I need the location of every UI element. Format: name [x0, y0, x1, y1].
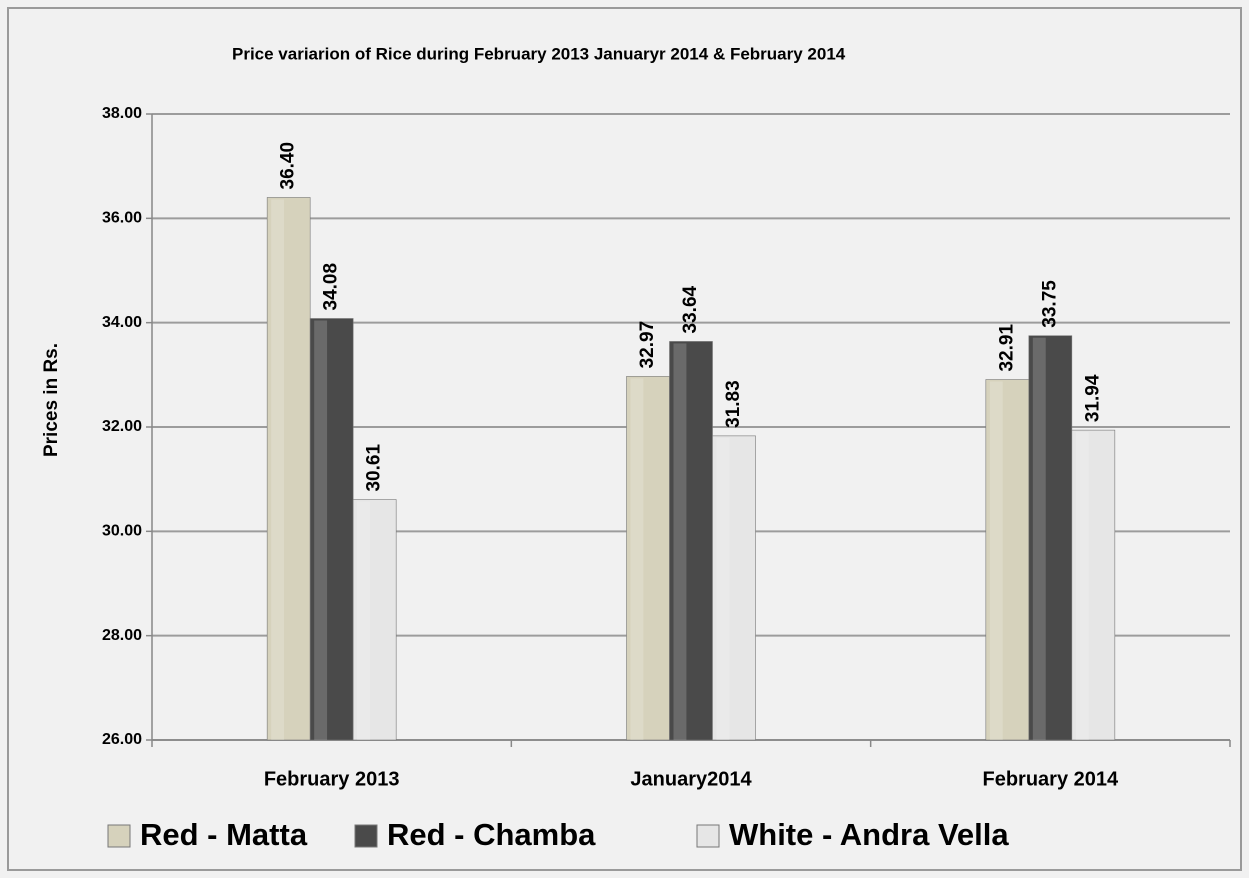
bar [712, 435, 756, 741]
bar-highlight [630, 378, 644, 740]
data-label: 34.08 [321, 263, 342, 311]
legend-label: White - Andra Vella [729, 817, 1009, 852]
data-label: 33.75 [1039, 280, 1060, 328]
y-tick-label: 36.00 [102, 210, 142, 227]
legend-swatch [696, 824, 720, 848]
legend-swatch [354, 824, 378, 848]
bar [985, 379, 1030, 741]
bar-highlight [989, 381, 1003, 740]
legend-swatch [107, 824, 131, 848]
y-tick-label: 34.00 [102, 314, 142, 331]
bar-highlight [357, 501, 371, 740]
x-tick-label: February 2014 [983, 768, 1120, 790]
bar [352, 499, 397, 741]
data-label: 33.64 [680, 285, 701, 333]
bar-highlight [716, 437, 730, 740]
bar [1071, 429, 1116, 741]
x-tick-label: January2014 [630, 768, 752, 790]
y-tick-label: 38.00 [102, 105, 142, 122]
bar [1028, 335, 1073, 741]
y-tick-label: 30.00 [102, 523, 142, 540]
frame [7, 7, 1242, 871]
x-tick-label: February 2013 [264, 768, 400, 790]
data-label: 32.97 [637, 321, 658, 369]
bar [669, 341, 713, 741]
bar-highlight [1032, 337, 1046, 740]
legend-label: Red - Chamba [387, 817, 596, 852]
y-tick-label: 32.00 [102, 418, 142, 435]
data-label: 31.83 [723, 380, 744, 428]
data-label: 36.40 [278, 142, 299, 190]
data-label: 30.61 [364, 444, 385, 492]
y-tick-label: 28.00 [102, 627, 142, 644]
bar-highlight [673, 343, 687, 740]
bar [626, 376, 670, 741]
y-axis-label: Prices in Rs. [41, 343, 62, 457]
bar-highlight [1075, 432, 1089, 740]
y-tick-label: 26.00 [102, 731, 142, 748]
data-label: 32.91 [996, 324, 1017, 372]
bar-highlight [271, 199, 285, 740]
bar [309, 318, 354, 741]
bar-highlight [314, 320, 328, 740]
data-label: 31.94 [1082, 374, 1103, 422]
bar [266, 197, 311, 741]
legend-label: Red - Matta [140, 817, 308, 852]
chart-title: Price variarion of Rice during February … [232, 44, 846, 63]
